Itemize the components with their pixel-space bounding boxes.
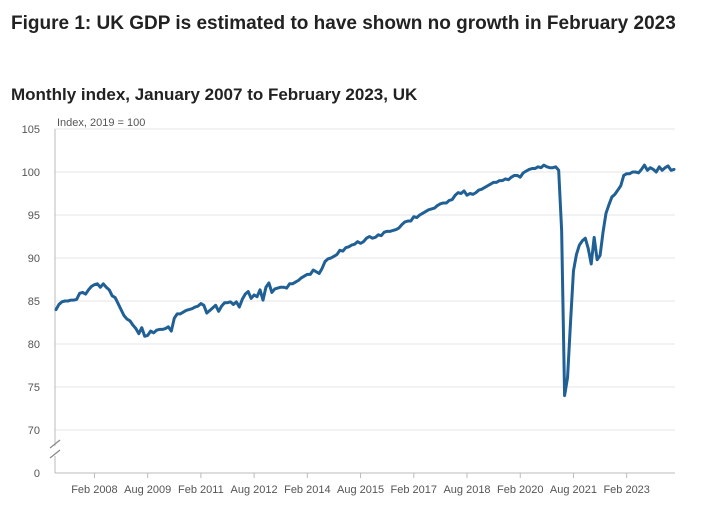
y-tick-label: 85 (28, 296, 40, 308)
x-tick-label: Feb 2017 (391, 484, 437, 496)
x-tick-label: Feb 2014 (284, 484, 330, 496)
x-tick-label: Aug 2012 (231, 484, 278, 496)
x-tick-label: Feb 2020 (497, 484, 543, 496)
chart-title: Figure 1: UK GDP is estimated to have sh… (11, 13, 676, 34)
x-tick-label: Feb 2008 (71, 484, 117, 496)
y-tick-label: 70 (28, 425, 40, 437)
y-tick-label: 100 (22, 167, 40, 179)
y-tick-label: 80 (28, 339, 40, 351)
x-tick-label: Aug 2018 (443, 484, 490, 496)
y-tick-label: 0 (34, 468, 40, 480)
y-tick-label: 75 (28, 382, 40, 394)
x-tick-label: Feb 2011 (178, 484, 224, 496)
gridlines (55, 128, 675, 474)
x-tick-label: Aug 2021 (550, 484, 597, 496)
y-tick-label: 105 (22, 124, 40, 136)
series-line-gdp (54, 163, 676, 398)
x-tick-label: Aug 2015 (337, 484, 384, 496)
axis-break-mark (49, 439, 61, 449)
x-tick-label: Aug 2009 (124, 484, 171, 496)
y-axis: 105 100 95 90 85 80 75 70 0 (22, 124, 61, 480)
y-axis-unit-label: Index, 2019 = 100 (57, 117, 145, 129)
chart-subtitle: Monthly index, January 2007 to February … (11, 85, 418, 104)
x-axis: Feb 2008 Aug 2009 Feb 2011 Aug 2012 Feb 2014… (71, 473, 650, 496)
axis-break-mark (49, 449, 61, 459)
y-tick-label: 90 (28, 253, 40, 265)
y-tick-label: 95 (28, 210, 40, 222)
x-tick-label: Feb 2023 (603, 484, 649, 496)
series-gdp (54, 163, 676, 398)
